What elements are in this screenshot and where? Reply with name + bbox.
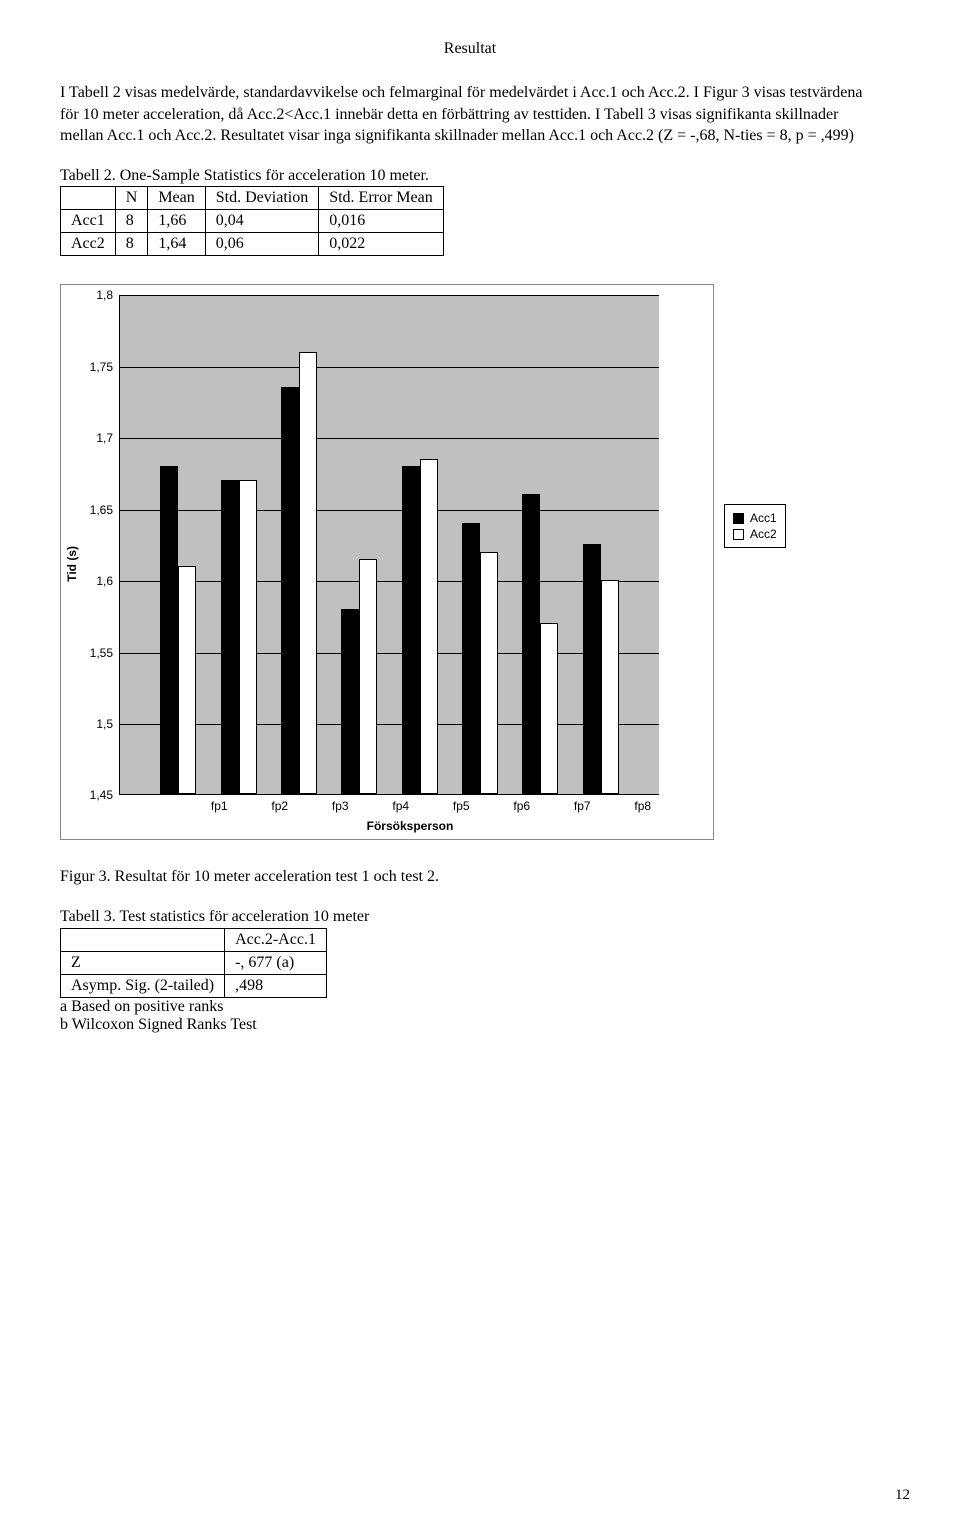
table-header-cell: Mean <box>148 187 205 210</box>
table-header-cell <box>61 187 116 210</box>
y-tick-label: 1,7 <box>96 431 113 445</box>
table-cell: 0,04 <box>205 210 318 233</box>
table-cell: 0,016 <box>319 210 444 233</box>
y-tick-label: 1,6 <box>96 574 113 588</box>
table-row: Acc181,660,040,016 <box>61 210 444 233</box>
y-axis-title: Tid (s) <box>65 546 79 582</box>
y-tick-label: 1,75 <box>90 360 113 374</box>
table2: NMeanStd. DeviationStd. Error MeanAcc181… <box>60 186 444 256</box>
bar <box>601 580 619 794</box>
x-tick-label: fp5 <box>443 799 479 813</box>
page-title: Resultat <box>60 40 880 58</box>
table-cell: Asymp. Sig. (2-tailed) <box>61 974 225 997</box>
x-tick-label: fp2 <box>262 799 298 813</box>
page-number: 12 <box>895 1487 910 1504</box>
x-tick-label: fp1 <box>201 799 237 813</box>
legend-item: Acc2 <box>733 527 777 541</box>
bar-group <box>402 459 438 795</box>
y-tick-label: 1,8 <box>96 288 113 302</box>
bar <box>281 387 299 794</box>
table-row: Acc281,640,060,022 <box>61 233 444 256</box>
bar <box>160 466 178 795</box>
table-cell: 0,06 <box>205 233 318 256</box>
bar <box>341 609 359 795</box>
table-cell: 8 <box>115 233 148 256</box>
legend-swatch <box>733 513 744 524</box>
bar-group <box>160 466 196 795</box>
bar <box>359 559 377 795</box>
table-header-cell: Std. Error Mean <box>319 187 444 210</box>
table-note: b Wilcoxon Signed Ranks Test <box>60 1016 880 1034</box>
bar-group <box>341 559 377 795</box>
x-tick-label: fp8 <box>625 799 661 813</box>
bar-group <box>583 544 619 794</box>
bar <box>522 494 540 794</box>
table-header-cell: N <box>115 187 148 210</box>
bar <box>299 352 317 795</box>
bar-group <box>522 494 558 794</box>
x-tick-label: fp3 <box>322 799 358 813</box>
table3-caption: Tabell 3. Test statistics för accelerati… <box>60 906 880 928</box>
table-row: Asymp. Sig. (2-tailed),498 <box>61 974 327 997</box>
bar <box>239 480 257 794</box>
table-cell: Acc2 <box>61 233 116 256</box>
bar <box>221 480 239 794</box>
y-tick-label: 1,65 <box>90 503 113 517</box>
table-header-cell <box>61 928 225 951</box>
bar <box>583 544 601 794</box>
bar <box>480 552 498 795</box>
table-cell: ,498 <box>225 974 327 997</box>
table-cell: 1,64 <box>148 233 205 256</box>
table-cell: -, 677 (a) <box>225 951 327 974</box>
bar-group <box>221 480 257 794</box>
legend-label: Acc2 <box>750 527 777 541</box>
x-tick-label: fp7 <box>564 799 600 813</box>
bar <box>420 459 438 795</box>
y-tick-label: 1,45 <box>90 788 113 802</box>
chart-legend: Acc1 Acc2 <box>724 504 786 548</box>
table-cell: 0,022 <box>319 233 444 256</box>
x-tick-label: fp4 <box>383 799 419 813</box>
acceleration-chart: Tid (s) 1,45 1,5 1,55 1,6 1,65 1,7 1,75 1,8 fp1… <box>60 284 880 840</box>
table3: Acc.2-Acc.1Z-, 677 (a)Asymp. Sig. (2-tai… <box>60 928 327 998</box>
bar <box>402 466 420 795</box>
bar-group <box>281 352 317 795</box>
legend-swatch <box>733 529 744 540</box>
y-tick-label: 1,55 <box>90 646 113 660</box>
table-cell: Z <box>61 951 225 974</box>
bar-group <box>462 523 498 794</box>
intro-paragraph: I Tabell 2 visas medelvärde, standardavv… <box>60 82 880 147</box>
table-cell: 8 <box>115 210 148 233</box>
bar <box>178 566 196 795</box>
figure3-caption: Figur 3. Resultat för 10 meter accelerat… <box>60 866 880 888</box>
table2-caption: Tabell 2. One-Sample Statistics för acce… <box>60 165 880 187</box>
x-tick-label: fp6 <box>504 799 540 813</box>
bar <box>462 523 480 794</box>
table-row: Z-, 677 (a) <box>61 951 327 974</box>
table-header-cell: Std. Deviation <box>205 187 318 210</box>
x-axis-title: Försöksperson <box>119 819 701 833</box>
y-tick-label: 1,5 <box>96 717 113 731</box>
table-note: a Based on positive ranks <box>60 998 880 1016</box>
legend-label: Acc1 <box>750 511 777 525</box>
table-cell: 1,66 <box>148 210 205 233</box>
table-header-cell: Acc.2-Acc.1 <box>225 928 327 951</box>
table-cell: Acc1 <box>61 210 116 233</box>
legend-item: Acc1 <box>733 511 777 525</box>
bar <box>540 623 558 794</box>
